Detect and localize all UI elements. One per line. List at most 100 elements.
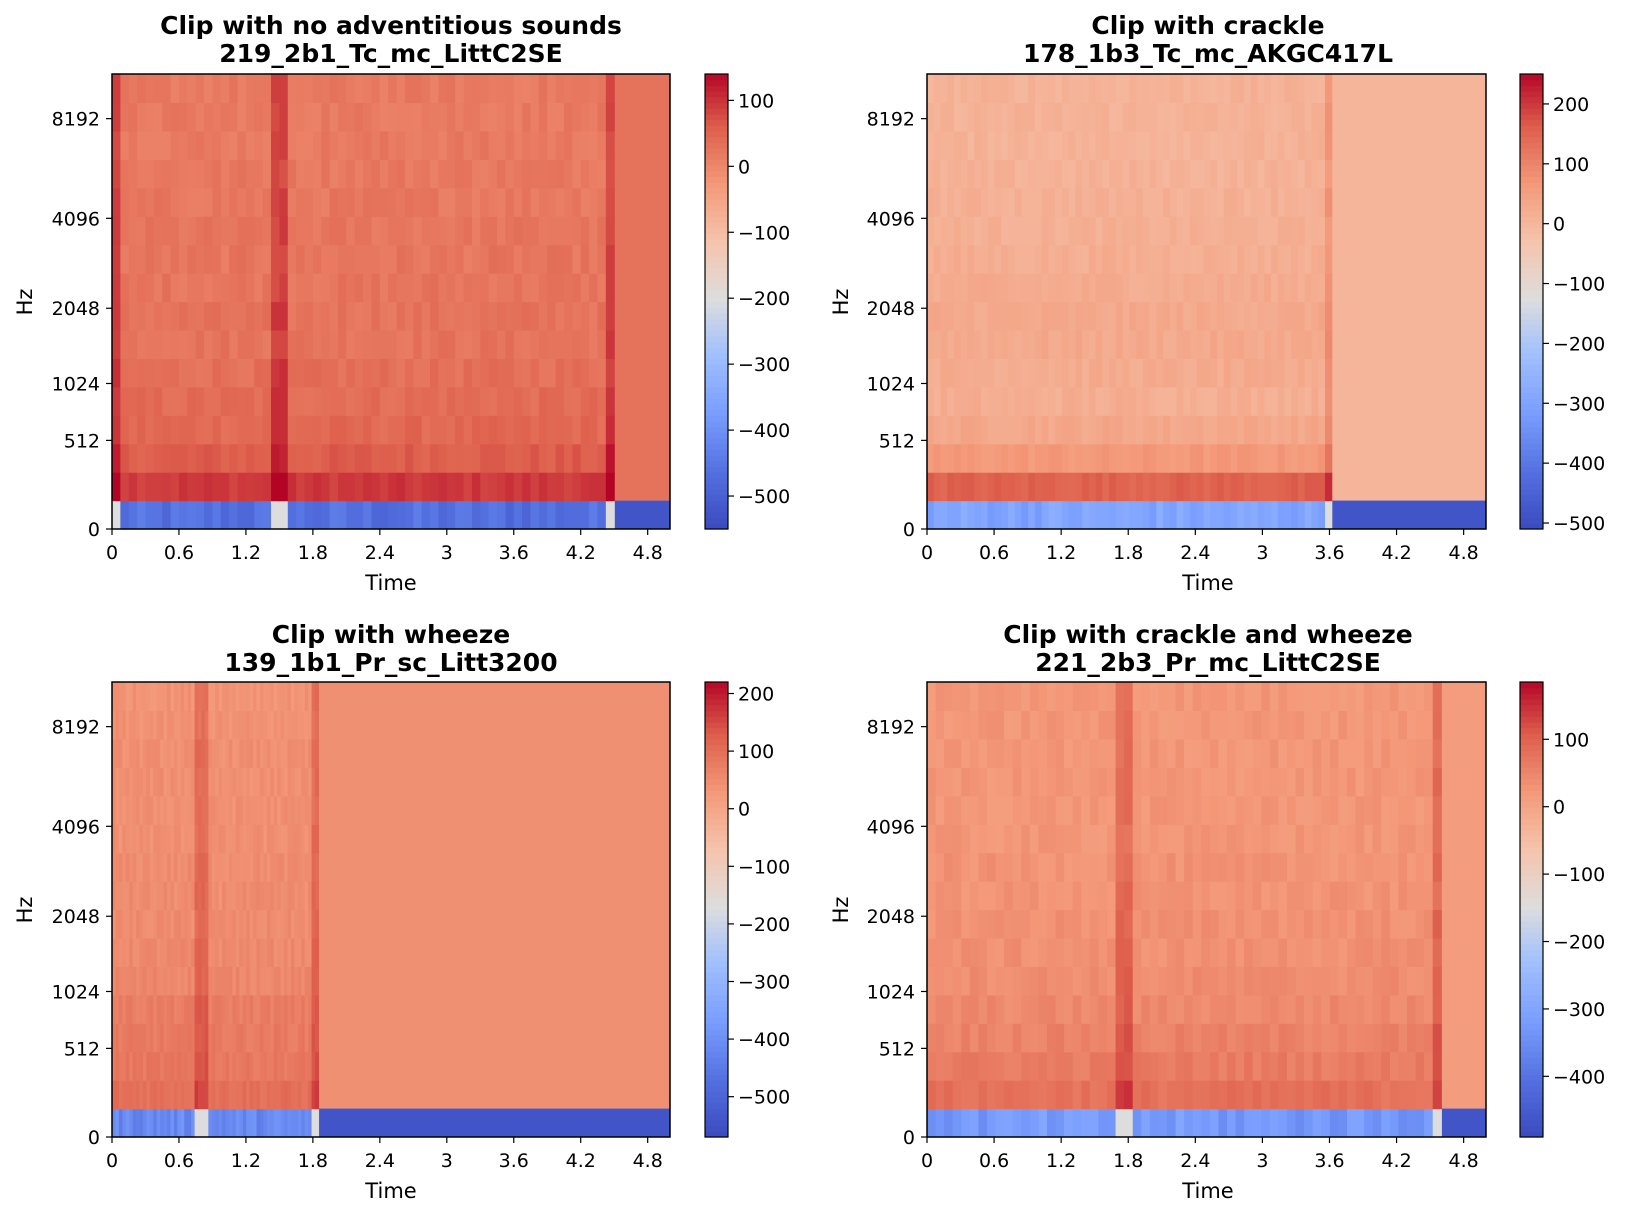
heatmap-cell [974, 472, 982, 502]
heatmap-cell [204, 795, 209, 825]
heatmap-cell [294, 1051, 299, 1081]
heatmap-cell [1235, 682, 1245, 712]
heatmap-cell [296, 244, 306, 274]
heatmap-cell [1158, 795, 1168, 825]
heatmap-cell [263, 824, 268, 854]
heatmap-cell [1201, 1023, 1211, 1053]
heatmap-cell [1132, 1023, 1142, 1053]
heatmap-cell [1072, 682, 1082, 712]
heatmap-cell [480, 329, 490, 359]
heatmap-cell [195, 329, 205, 359]
heatmap-cell [379, 386, 389, 416]
heatmap-cell [1041, 130, 1050, 160]
heatmap-cell [1235, 824, 1245, 854]
heatmap-cell [961, 937, 971, 967]
heatmap-cell [1183, 472, 1191, 502]
heatmap-cell [1261, 738, 1271, 768]
heatmap-cell [112, 415, 121, 445]
heatmap-cell [218, 767, 223, 797]
heatmap-cell [1406, 1023, 1417, 1053]
heatmap-cell [1082, 159, 1090, 189]
heatmap-cell [947, 216, 955, 246]
heatmap-cell [1424, 767, 1434, 797]
heatmap-cell [438, 244, 448, 274]
colorbar-step [1520, 761, 1543, 768]
heatmap-cell [1311, 74, 1319, 104]
heatmap-cell [1381, 767, 1391, 797]
heatmap-cell [115, 1051, 120, 1081]
heatmap-cell [1264, 386, 1272, 416]
heatmap-cell [237, 329, 247, 359]
heatmap-cell [218, 1080, 223, 1110]
y-tick-label: 512 [64, 1038, 100, 1060]
heatmap-cell [1209, 710, 1220, 740]
heatmap-cell [980, 159, 989, 189]
heatmap-cell [178, 500, 188, 530]
heatmap-cell [232, 909, 237, 939]
heatmap-cell [1372, 767, 1382, 797]
heatmap-cell [198, 710, 203, 740]
colorbar-step [705, 489, 728, 496]
heatmap-cell [1203, 187, 1211, 217]
heatmap-cell [228, 1023, 234, 1053]
heatmap-cell [497, 386, 506, 416]
heatmap-cell [1041, 472, 1050, 502]
colorbar-step [1520, 824, 1543, 831]
heatmap-cell [1081, 710, 1091, 740]
heatmap-cell [1034, 273, 1043, 303]
colorbar-step [705, 193, 728, 200]
heatmap-cell [228, 881, 234, 911]
heatmap-cell [1029, 795, 1040, 825]
heatmap-cell [1329, 994, 1340, 1024]
heatmap-cell [170, 500, 180, 530]
heatmap-cell [112, 738, 117, 768]
heatmap-cell [1250, 187, 1259, 217]
heatmap-cell [215, 824, 220, 854]
heatmap-cell [1257, 273, 1265, 303]
heatmap-cell [1318, 74, 1326, 104]
heatmap-cell [198, 881, 203, 911]
heatmap-cell [1184, 767, 1194, 797]
pad-region [1331, 74, 1486, 501]
heatmap-cell [184, 994, 189, 1024]
heatmap-cell [184, 909, 189, 939]
heatmap-cell [952, 767, 962, 797]
colorbar-step [705, 352, 728, 359]
heatmap-cell [1169, 358, 1178, 388]
heatmap-cell [242, 767, 247, 797]
heatmap-cell [1122, 273, 1130, 303]
y-tick-label: 8192 [867, 109, 915, 131]
heatmap-cell [315, 994, 320, 1024]
heatmap-cell [167, 767, 172, 797]
heatmap-cell [1055, 852, 1065, 882]
heatmap-cell [505, 301, 515, 331]
heatmap-cell [153, 795, 158, 825]
heatmap-cell [225, 1051, 230, 1081]
heatmap-cell [262, 415, 272, 445]
heatmap-cell [1109, 187, 1117, 217]
heatmap-cell [572, 244, 582, 274]
heatmap-cell [413, 74, 423, 104]
heatmap-cell [173, 994, 178, 1024]
heatmap-cell [961, 881, 971, 911]
heatmap-cell [198, 738, 203, 768]
heatmap-cell [225, 994, 230, 1024]
heatmap-cell [1082, 329, 1090, 359]
heatmap-cell [270, 767, 275, 797]
heatmap-cell [146, 767, 151, 797]
heatmap-cell [1244, 159, 1252, 189]
heatmap-cell [388, 443, 398, 473]
colorbar-step [1520, 187, 1543, 195]
heatmap-cell [329, 472, 339, 502]
heatmap-cell [1244, 216, 1252, 246]
heatmap-cell [430, 244, 440, 274]
heatmap-cell [259, 710, 265, 740]
heatmap-cell [208, 767, 213, 797]
heatmap-cell [1278, 1108, 1288, 1138]
heatmap-cell [1364, 966, 1374, 996]
heatmap-cell [1230, 74, 1238, 104]
heatmap-cell [1014, 472, 1023, 502]
colorbar-step [705, 142, 728, 149]
heatmap-cell [204, 994, 209, 1024]
x-tick-label: 1.2 [231, 542, 261, 564]
